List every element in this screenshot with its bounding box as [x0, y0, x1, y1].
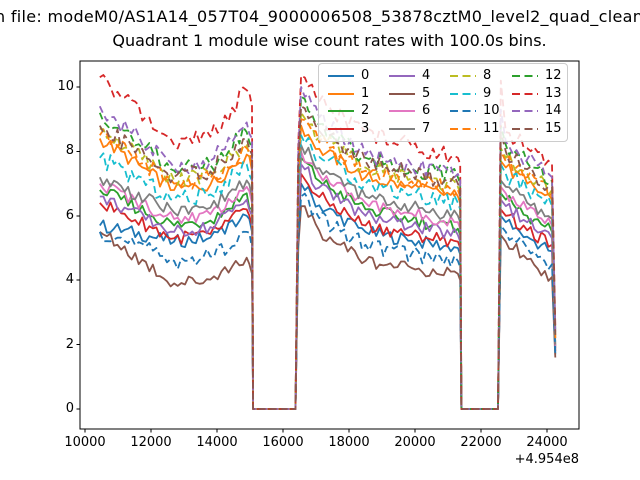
x-tick-label: 24000	[526, 435, 568, 450]
legend-entry-10: 10	[450, 103, 512, 121]
legend-entry-11: 11	[450, 120, 512, 138]
legend-line-sample	[512, 128, 538, 131]
legend-entry-label: 0	[361, 67, 370, 83]
legend-entry-label: 8	[483, 67, 492, 83]
series-line-10	[98, 192, 557, 410]
legend-entry-label: 9	[483, 85, 492, 101]
legend-line-sample	[450, 128, 476, 131]
y-tick-label: 2	[65, 336, 74, 352]
legend-entry-6: 6	[389, 103, 450, 121]
legend-entry-5: 5	[389, 85, 450, 103]
legend-entry-label: 11	[483, 121, 500, 137]
legend-entry-label: 3	[361, 121, 370, 137]
legend-line-sample	[450, 74, 476, 77]
legend-entry-0: 0	[328, 67, 389, 85]
series-line-0	[99, 182, 557, 410]
legend-entry-3: 3	[328, 120, 389, 138]
legend-entry-label: 12	[545, 67, 562, 83]
legend-line-sample	[450, 92, 476, 95]
legend-entry-1: 1	[328, 85, 389, 103]
legend-line-sample	[512, 74, 538, 77]
legend-entry-7: 7	[389, 120, 450, 138]
y-tick-label: 10	[57, 79, 74, 94]
legend-line-sample	[450, 110, 476, 113]
axes-frame	[79, 60, 580, 430]
series-line-5	[99, 205, 557, 410]
x-tick-label: 18000	[328, 435, 370, 450]
series-line-6	[99, 150, 557, 410]
x-tick-label: 16000	[262, 435, 304, 450]
series-line-11	[99, 118, 557, 410]
legend-entry-8: 8	[450, 67, 512, 85]
legend-line-sample	[512, 110, 538, 113]
y-tick-label: 0	[65, 401, 74, 416]
legend-line-sample	[389, 128, 415, 131]
legend-entry-15: 15	[512, 120, 572, 138]
legend: 0 1 2 3 4 5 6 7 8 9 10 11 12 13 14 15	[318, 63, 568, 142]
legend-entry-label: 7	[422, 121, 431, 137]
legend-entry-13: 13	[512, 85, 572, 103]
x-tick-label: 22000	[460, 435, 502, 450]
y-tick-label: 8	[65, 143, 74, 159]
legend-entry-2: 2	[328, 103, 389, 121]
legend-entry-label: 6	[422, 103, 431, 119]
legend-entry-label: 4	[422, 67, 431, 83]
legend-entry-label: 15	[545, 121, 562, 137]
legend-entry-14: 14	[512, 103, 572, 121]
legend-line-sample	[328, 74, 354, 77]
legend-line-sample	[512, 92, 538, 95]
legend-entry-label: 1	[361, 85, 370, 101]
legend-line-sample	[328, 92, 354, 95]
y-tick-label: 6	[65, 207, 74, 223]
legend-entry-label: 10	[483, 103, 500, 119]
series-line-1	[98, 124, 557, 410]
figure-suptitle: n file: modeM0/AS1A14_057T04_9000006508_…	[0, 7, 640, 27]
series-line-12	[98, 95, 557, 410]
legend-entry-label: 14	[545, 103, 562, 119]
legend-line-sample	[389, 92, 415, 95]
legend-entry-label: 5	[422, 85, 431, 101]
legend-entry-label: 2	[361, 103, 370, 119]
x-tick-label: 20000	[394, 435, 436, 450]
legend-line-sample	[389, 110, 415, 113]
x-tick-label: 14000	[196, 435, 238, 450]
legend-line-sample	[389, 74, 415, 77]
x-tick-label: 10000	[64, 435, 106, 450]
legend-entry-4: 4	[389, 67, 450, 85]
figure-suptitle-text: n file: modeM0/AS1A14_057T04_9000006508_…	[0, 7, 640, 26]
x-tick-label: 12000	[130, 435, 172, 450]
x-axis-offset-label: +4.954e8	[514, 452, 579, 467]
legend-entry-label: 13	[545, 85, 562, 101]
y-tick-label: 4	[65, 272, 74, 288]
legend-line-sample	[328, 128, 354, 131]
axes-title: Quadrant 1 module wise count rates with …	[112, 31, 547, 50]
legend-entry-12: 12	[512, 67, 572, 85]
legend-line-sample	[328, 110, 354, 113]
legend-entry-9: 9	[450, 85, 512, 103]
